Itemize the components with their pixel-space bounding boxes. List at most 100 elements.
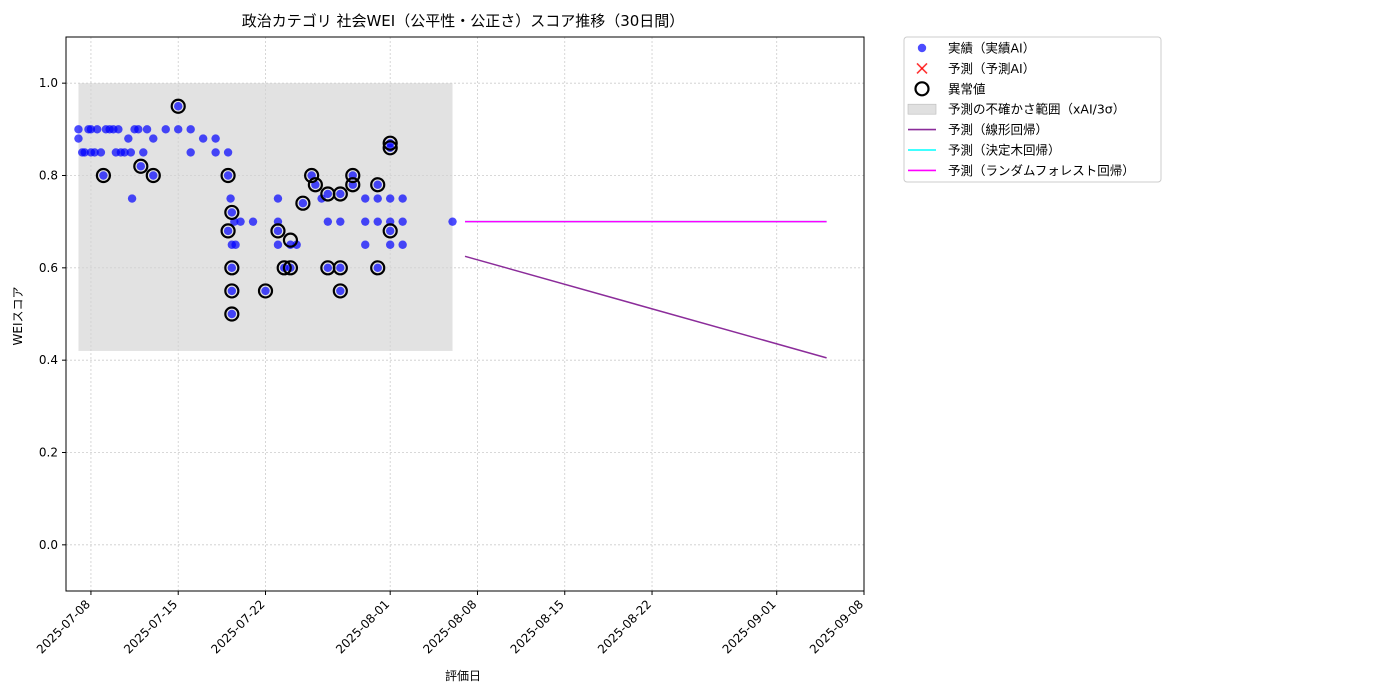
actual-point [231, 240, 240, 249]
actual-point [361, 217, 370, 226]
actual-point [134, 125, 143, 134]
anomaly-marker [276, 260, 292, 276]
actual-point [323, 263, 333, 273]
actual-point [273, 194, 283, 203]
actual-point [373, 217, 382, 226]
actual-point [90, 148, 99, 157]
actual-point [142, 125, 152, 134]
actual-point [126, 148, 136, 157]
actual-point [298, 199, 308, 208]
actual-point [136, 162, 146, 171]
actual-point [211, 148, 220, 157]
y-tick-label: 0.4 [39, 353, 58, 367]
actual-point [336, 286, 345, 296]
legend-label: 予測（線形回帰） [948, 122, 1048, 137]
actual-point [99, 171, 108, 180]
legend-label: 予測（ランダムフォレスト回帰） [948, 163, 1135, 178]
actual-point [248, 217, 258, 226]
anomaly-marker [295, 195, 311, 211]
actual-point [323, 189, 333, 199]
anomaly-marker [224, 306, 240, 322]
legend-marker-band [907, 103, 937, 115]
actual-point [186, 148, 195, 157]
actual-point [227, 309, 237, 319]
actual-point [139, 148, 148, 157]
actual-point [448, 217, 457, 226]
anomaly-marker [282, 260, 299, 276]
actual-point [361, 194, 370, 203]
legend-label: 予測の不確かさ範囲（xAI/3σ） [948, 102, 1125, 117]
x-tick-label: 2025-08-01 [333, 597, 392, 656]
anomaly-marker [224, 204, 240, 221]
anomaly-marker [382, 223, 398, 239]
chart-title: 政治カテゴリ 社会WEI（公平性・公正さ）スコア推移（30日間） [242, 12, 685, 30]
legend-box [903, 36, 1162, 183]
actual-point [80, 148, 89, 157]
anomaly-marker [332, 260, 348, 276]
actual-point [161, 125, 170, 134]
legend-marker-anomaly [914, 81, 930, 97]
anomaly-marker [224, 260, 240, 276]
anomaly-marker [270, 223, 286, 239]
actual-point [127, 194, 137, 203]
actual-point [149, 134, 158, 143]
anomaly-marker [382, 140, 398, 156]
anomaly-marker [370, 177, 386, 193]
actual-point [398, 194, 407, 203]
uncertainty-band [78, 83, 453, 351]
actual-point [292, 240, 301, 249]
x-tick-label: 2025-07-08 [34, 597, 93, 656]
y-tick-label: 1.0 [39, 76, 58, 90]
actual-point [223, 148, 233, 157]
actual-point [227, 286, 237, 296]
actual-point [273, 240, 283, 249]
actual-point [385, 240, 395, 249]
x-tick-label: 2025-08-22 [595, 597, 654, 656]
actual-point [323, 217, 333, 226]
legend-marker-x [916, 62, 928, 74]
actual-point [124, 134, 133, 143]
actual-point [211, 134, 220, 143]
anomaly-marker [282, 232, 299, 248]
legend-marker-actual [917, 43, 927, 53]
y-tick-label: 0.2 [39, 446, 58, 460]
plot-frame [65, 36, 865, 592]
anomaly-marker [257, 283, 274, 299]
legend-label: 予測（予測AI） [948, 61, 1035, 76]
actual-point [149, 171, 158, 180]
actual-point [74, 134, 83, 143]
y-axis-label: WEIスコア [11, 287, 25, 346]
x-tick-label: 2025-07-15 [121, 597, 180, 656]
actual-point [227, 263, 237, 273]
anomaly-marker [224, 283, 240, 299]
y-tick-label: 0.6 [39, 261, 58, 275]
plot-area: 0.0 0.2 0.4 0.6 0.8 1.0 2025-07-08 2025-07-15 20… [34, 36, 866, 656]
actual-point [373, 180, 382, 189]
actual-point [198, 134, 208, 143]
legend-label: 実績（実績AI） [948, 41, 1035, 56]
actual-point [336, 263, 345, 273]
anomaly-marker [332, 186, 348, 202]
actual-point [114, 125, 123, 134]
legend-label: 予測（決定木回帰） [948, 143, 1061, 158]
actual-point [336, 189, 345, 199]
anomaly-marker [345, 177, 361, 193]
actual-point [96, 148, 106, 157]
actual-point [385, 226, 395, 236]
anomaly-marker [133, 158, 149, 174]
anomaly-marker [345, 167, 361, 184]
actual-point [86, 125, 96, 134]
actual-point [120, 148, 129, 157]
forecast-line-linear [464, 255, 827, 359]
anomaly-marker [220, 223, 236, 239]
actual-point [373, 263, 382, 273]
actual-point [74, 125, 83, 134]
actual-point [223, 171, 233, 180]
anomaly-marker [382, 135, 398, 151]
x-tick-label: 2025-09-01 [720, 597, 779, 656]
y-tick-label: 0.0 [39, 538, 58, 552]
y-tick-label: 0.8 [39, 169, 58, 183]
anomaly-marker [220, 167, 236, 184]
